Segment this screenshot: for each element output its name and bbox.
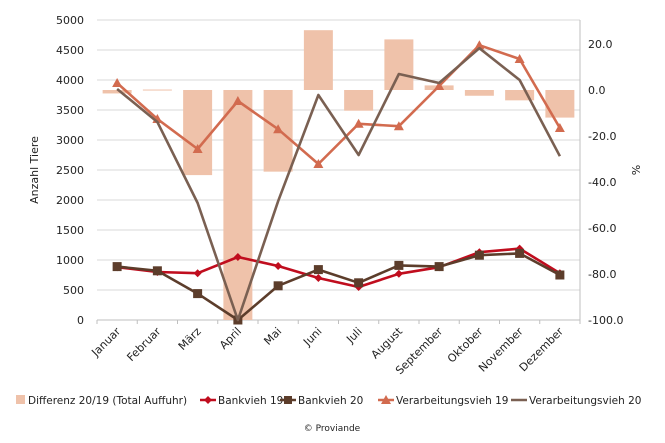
line-series-3 — [116, 43, 561, 166]
bar-differenz — [303, 30, 333, 90]
legend-label: Bankvieh 20 — [298, 395, 363, 407]
y-tick-label: 3500 — [56, 104, 84, 117]
y2-tick-label: 0.0 — [588, 84, 606, 97]
y2-tick-label: -60.0 — [588, 222, 616, 235]
marker-square — [354, 278, 364, 288]
bar-differenz — [344, 90, 374, 111]
y-tick-label: 4500 — [56, 44, 84, 57]
x-tick-label: Mai — [261, 325, 284, 348]
y-tick-label: 5000 — [56, 14, 84, 27]
y-axis-label: Anzahl Tiere — [28, 136, 41, 204]
x-tick-label: März — [176, 325, 204, 353]
marker-diamond — [314, 274, 323, 282]
marker-triangle — [112, 78, 123, 87]
legend-label: Verarbeitungsvieh 20 — [529, 395, 641, 407]
bar-differenz — [142, 89, 172, 91]
legend-marker — [381, 395, 391, 404]
legend-label: Differenz 20/19 (Total Auffuhr) — [28, 395, 187, 407]
x-tick-label: August — [369, 324, 406, 361]
footer-copyright: © Proviande — [304, 424, 361, 434]
x-tick-label: April — [217, 325, 244, 352]
bar-differenz — [545, 90, 575, 118]
marker-triangle — [554, 123, 565, 132]
legend-swatch — [16, 395, 25, 404]
marker-diamond — [394, 269, 403, 278]
marker-triangle — [192, 144, 203, 153]
line-series-4 — [116, 46, 562, 322]
marker-square — [515, 248, 525, 258]
marker-diamond — [233, 253, 242, 261]
bar-differenz — [505, 90, 535, 101]
y-tick-label: 2500 — [56, 164, 84, 177]
x-tick-label: Januar — [88, 325, 123, 360]
marker-triangle — [273, 124, 284, 134]
x-tick-label: Februar — [124, 325, 163, 364]
y2-tick-label: -40.0 — [588, 176, 616, 189]
marker-square — [474, 250, 484, 260]
x-tick-label: Oktober — [445, 325, 486, 366]
marker-triangle — [434, 81, 445, 90]
bar-differenz — [464, 90, 494, 96]
bar-differenz — [183, 90, 213, 176]
y2-tick-label: 20.0 — [588, 38, 613, 51]
marker-triangle — [232, 96, 243, 105]
y-tick-label: 3000 — [56, 134, 84, 147]
marker-triangle — [514, 54, 525, 63]
bar-differenz — [102, 90, 132, 94]
y-tick-label: 0 — [77, 314, 84, 327]
legend-marker — [204, 396, 212, 404]
marker-diamond — [193, 269, 202, 278]
bar-differenz — [384, 39, 414, 90]
y2-axis-label: % — [629, 165, 642, 175]
marker-square — [434, 262, 444, 272]
y-tick-label: 2000 — [56, 194, 84, 207]
y-tick-label: 4000 — [56, 74, 84, 87]
line-series-1 — [116, 247, 561, 289]
y2-tick-label: -20.0 — [588, 130, 616, 143]
x-tick-label: Juli — [343, 325, 364, 346]
marker-triangle — [393, 121, 404, 131]
x-tick-label: Dezember — [517, 325, 567, 375]
marker-square — [193, 289, 203, 299]
marker-triangle — [353, 118, 364, 128]
marker-triangle — [474, 40, 485, 50]
marker-square — [273, 281, 283, 291]
legend-marker — [284, 396, 292, 404]
marker-square — [313, 265, 323, 275]
line-series-2 — [116, 252, 561, 322]
y2-tick-label: -80.0 — [588, 268, 616, 281]
legend-label: Bankvieh 19 — [218, 395, 283, 407]
marker-square — [555, 270, 565, 280]
marker-square — [394, 260, 404, 270]
marker-square — [112, 262, 122, 272]
legend-label: Verarbeitungsvieh 19 — [396, 395, 508, 407]
marker-triangle — [313, 159, 324, 168]
bar-differenz — [223, 90, 253, 320]
y-tick-label: 500 — [63, 284, 84, 297]
marker-diamond — [274, 262, 283, 270]
y2-tick-label: -100.0 — [588, 314, 623, 327]
marker-square — [152, 266, 162, 276]
y-tick-label: 1000 — [56, 254, 84, 267]
x-tick-label: Juni — [300, 325, 324, 349]
y-tick-label: 1500 — [56, 224, 84, 237]
